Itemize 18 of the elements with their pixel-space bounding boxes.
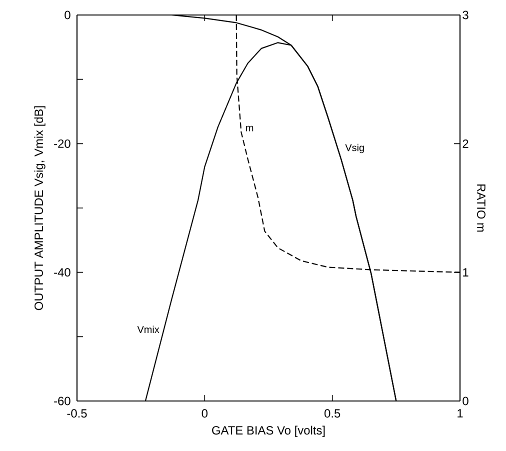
series-label: m (246, 126, 254, 132)
x-axis-title: GATE BIAS Vo [volts] (212, 426, 325, 437)
y2-tick-label: 1 (463, 268, 468, 276)
series-label: Vsig (345, 144, 364, 154)
x-tick-label: 1 (458, 409, 463, 418)
y-tick-label: -40 (54, 268, 70, 277)
y-tick-label: 0 (64, 10, 70, 20)
y-axis-title: OUTPUT AMPLITUDE Vsig, Vmix [dB] (34, 106, 46, 310)
series-label: Vmix (137, 326, 160, 333)
y2-tick-label: 3 (462, 10, 468, 20)
x-tick-label: 0 (202, 409, 208, 418)
y-tick-label: -60 (54, 396, 70, 406)
x-tick-label: -0.5 (67, 409, 87, 418)
y-tick-label: -20 (54, 139, 70, 148)
x-tick-label: 0.5 (324, 409, 340, 418)
y2-tick-label: 0 (462, 396, 468, 406)
y2-axis-title: RATIO m (477, 184, 486, 232)
y2-tick-label: 2 (462, 139, 468, 148)
